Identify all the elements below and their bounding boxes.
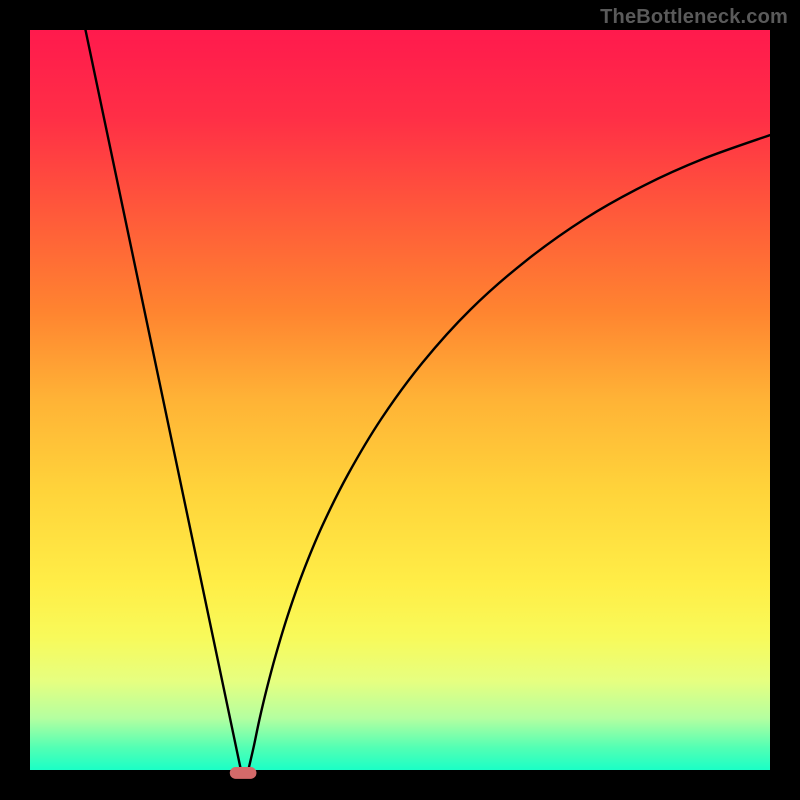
bottleneck-chart — [0, 0, 800, 800]
chart-frame: TheBottleneck.com — [0, 0, 800, 800]
watermark-text: TheBottleneck.com — [600, 6, 788, 29]
minimum-marker — [230, 767, 257, 779]
plot-background — [30, 30, 770, 770]
